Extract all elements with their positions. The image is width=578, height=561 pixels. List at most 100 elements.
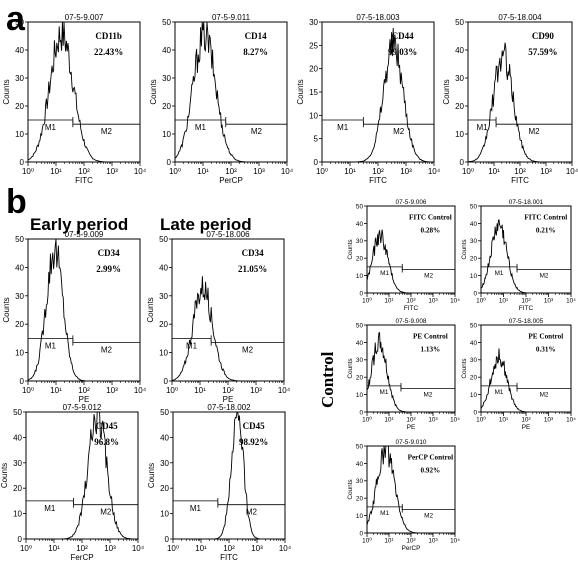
y-tick-label: 20 [356,256,364,263]
y-tick-label: 50 [160,408,169,417]
y-tick-label: 30 [309,18,318,27]
x-tick-label: 10¹ [499,298,508,305]
y-axis-label: Counts [146,297,155,322]
y-tick-label: 20 [15,320,24,329]
x-tick-label: 10⁰ [166,386,178,395]
x-tick-label: 10³ [104,544,116,553]
histogram-panel: 07-5-9.007 0 10 20 30 40 50 Counts 10⁰ 10¹ 10² 10³ 1… [0,12,147,190]
histogram-panel: 07-5-9.012 0 10 20 30 40 50 Counts 10⁰ 10¹ 10² 10³ 1… [0,398,145,561]
gate-label: M1 [195,123,207,132]
y-tick-label: 50 [356,322,364,329]
histogram-svg: 07-5-18.005 0 10 20 30 40 50 Counts 10⁰ 10¹ 10² 10³… [461,318,576,431]
histogram-trace [26,411,138,540]
x-tick-label: 10³ [250,386,262,395]
x-axis-label: FITC [75,176,93,185]
plot-frame [467,21,573,163]
y-axis-label: Counts [296,79,305,104]
y-tick-label: 50 [356,443,364,450]
y-axis-label: Counts [347,239,354,259]
percent-label: 96.8% [94,437,119,447]
x-tick-label: 10⁴ [566,298,576,305]
x-tick-label: 10⁰ [362,538,372,545]
y-tick-label: 30 [356,357,364,364]
x-axis-label: PE [223,395,234,404]
gate-label: M1 [380,389,389,396]
gate-label: M1 [45,123,57,132]
histogram-svg: 07-5-9.006 0 10 20 30 40 50 Counts 10⁰ 10¹ 10² 10³ 1… [347,199,460,312]
sample-id-label: 07-5-9.009 [65,230,104,239]
y-tick-label: 40 [13,433,22,442]
y-axis-label: Counts [347,479,354,499]
x-tick-label: 10³ [253,167,265,176]
x-tick-label: 10⁰ [22,386,34,395]
plot-frame [171,238,285,382]
gate-label: M2 [424,392,433,399]
x-tick-label: 10² [222,386,234,395]
y-tick-label: 0 [165,535,170,544]
sample-id-label: 07-5-18.002 [207,403,251,412]
y-tick-label: 20 [309,65,318,74]
percent-label: 98.92% [239,437,268,447]
x-tick-label: 10³ [106,167,118,176]
percent-label: 0.31% [536,345,556,353]
x-tick-label: 10² [406,417,415,424]
y-tick-label: 0 [473,290,477,297]
y-axis-label: Counts [147,463,156,488]
x-tick-label: 10¹ [195,544,207,553]
x-tick-label: 10³ [106,386,118,395]
gate-label: M2 [424,513,433,520]
gate-label: M2 [540,273,549,280]
y-tick-label: 10 [15,130,24,139]
y-tick-label: 30 [13,459,22,468]
y-tick-label: 0 [460,158,465,167]
percent-label: 2.99% [96,264,121,274]
x-axis-label: FerCP [70,553,93,561]
gate-label: M1 [190,504,202,513]
x-tick-label: 10¹ [344,167,356,176]
histogram-panel: 07-5-18.001 0 10 20 30 40 50 Counts 10⁰ 10¹ 10² 10³… [461,196,578,312]
x-tick-label: 10⁰ [476,298,486,305]
y-tick-label: 30 [159,292,168,301]
x-axis-label: FITC [404,305,419,312]
y-tick-label: 50 [13,408,22,417]
histogram-trace [27,21,140,163]
x-tick-label: 10⁰ [169,167,181,176]
x-tick-label: 10¹ [384,538,393,545]
x-axis-label: PerCP [219,176,243,185]
x-axis-label: FITC [511,176,529,185]
y-tick-label: 15 [309,88,318,97]
gate-label: M2 [528,127,540,136]
y-tick-label: 10 [356,273,364,280]
x-tick-label: 10⁴ [134,386,147,395]
y-tick-label: 0 [359,530,363,537]
y-tick-label: 50 [455,18,464,27]
x-tick-label: 10¹ [194,386,206,395]
x-tick-label: 10¹ [48,544,60,553]
histogram-panel: 07-5-18.004 0 10 20 30 40 50 Counts 10⁰ 10¹ 10² 10³… [438,12,578,190]
x-tick-label: 10⁴ [566,167,578,176]
x-tick-label: 10² [76,544,88,553]
gate-label: M2 [540,392,549,399]
percent-label: 21.05% [238,264,267,274]
y-tick-label: 0 [164,377,169,386]
x-tick-label: 10⁰ [476,417,486,424]
histogram-trace [366,332,455,413]
x-tick-label: 10¹ [384,298,393,305]
x-axis-label: PerCP [402,545,421,552]
y-tick-label: 0 [359,290,363,297]
x-tick-label: 10⁰ [316,167,328,176]
y-tick-label: 20 [162,102,171,111]
y-tick-label: 20 [356,496,364,503]
marker-label: FITC Control [409,214,452,222]
sample-id-label: 07-5-9.011 [212,13,251,22]
y-tick-label: 30 [15,292,24,301]
x-tick-label: 10² [78,386,90,395]
x-tick-label: 10⁰ [362,298,372,305]
histogram-svg: 07-5-9.008 0 10 20 30 40 50 Counts 10⁰ 10¹ 10² 10³ 1… [347,318,460,431]
y-tick-label: 10 [356,513,364,520]
marker-label: CD90 [532,31,554,41]
y-axis-label: Counts [347,358,354,378]
histogram-svg: 07-5-9.009 0 10 20 30 40 50 Counts 10⁰ 10¹ 10² 10³ 1… [2,230,147,404]
y-axis-label: Counts [149,79,158,104]
x-tick-label: 10¹ [50,167,62,176]
